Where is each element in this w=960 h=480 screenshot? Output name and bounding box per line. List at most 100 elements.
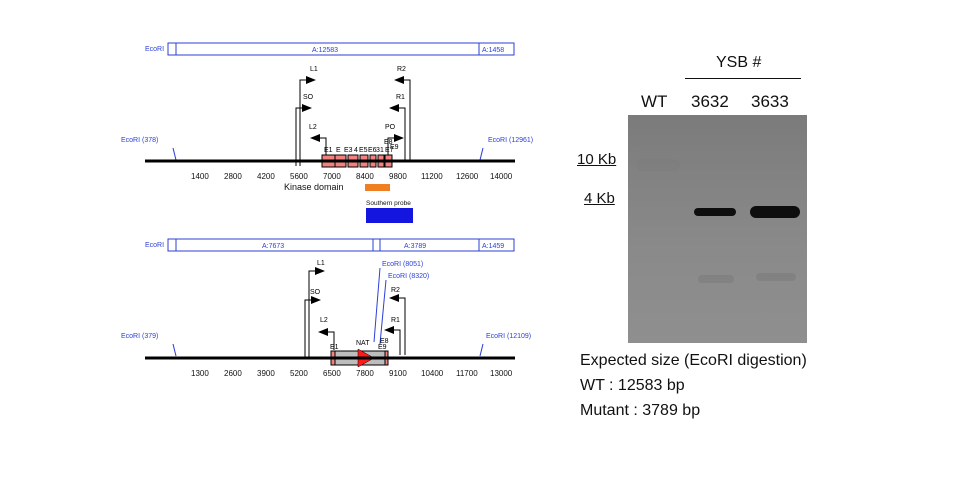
svg-text:SO: SO — [310, 289, 321, 296]
mut-ecori-mid2-line — [379, 279, 387, 345]
kinase-domain-label: Kinase domain — [284, 182, 344, 192]
svg-text:R1: R1 — [396, 94, 405, 101]
wt-primer-l2: L2 — [309, 124, 327, 155]
wt-primer-r1: R1 — [389, 94, 406, 160]
svg-text:2800: 2800 — [224, 172, 242, 181]
mut-fragment-a-label: A:7673 — [262, 243, 284, 250]
wt-fragment-a-label: A:12583 — [312, 47, 338, 54]
wt-exon-e8: E8 — [384, 139, 393, 146]
wt-exon-e3: E3 — [344, 147, 353, 154]
southern-blot-panel: YSB # WT 3632 3633 10 Kb 4 Kb Expected s… — [575, 40, 855, 440]
faint-band-3632 — [698, 275, 734, 283]
wt-ecori-right-label: EcoRI (12961) — [488, 137, 533, 144]
mut-exon-e9-label: E9 — [378, 344, 387, 351]
svg-text:10400: 10400 — [421, 369, 444, 378]
wt-ecori-right-mark — [479, 147, 484, 161]
marker-10kb: 10 Kb — [577, 151, 617, 168]
wt-exon-row: E1 E E3 4 E5 E6 3 1 E7 E8 E9 — [321, 139, 399, 168]
svg-text:1400: 1400 — [191, 172, 209, 181]
wt-exon-e5: E5 — [359, 147, 368, 154]
svg-text:11200: 11200 — [421, 172, 443, 181]
svg-text:L2: L2 — [320, 317, 328, 324]
wt-ecori-left-mark — [172, 147, 177, 161]
svg-text:14000: 14000 — [490, 172, 513, 181]
mut-fragment-box — [167, 238, 515, 252]
svg-text:7800: 7800 — [356, 369, 374, 378]
svg-text:R2: R2 — [391, 287, 400, 294]
wt-exon-e: E — [336, 147, 341, 154]
mut-ecori-left-label: EcoRI (379) — [121, 333, 158, 340]
svg-text:12600: 12600 — [456, 172, 479, 181]
svg-text:11700: 11700 — [456, 369, 478, 378]
mut-ticks: 1300 2600 3900 5200 6500 7800 9100 10400… — [191, 369, 513, 378]
svg-text:9800: 9800 — [389, 172, 407, 181]
svg-text:SO: SO — [303, 94, 314, 101]
caption-line-3: Mutant : 3789 bp — [580, 402, 701, 419]
svg-text:13000: 13000 — [490, 369, 513, 378]
mut-ecori-mid2-label: EcoRI (8320) — [388, 273, 429, 280]
wt-primer-po: PO — [385, 124, 404, 155]
wt-exon-e6: E6 — [368, 147, 377, 154]
southern-probe-bar — [366, 208, 413, 223]
wt-primer-r2: R2 — [394, 66, 411, 160]
mut-primer-r1: R1 — [384, 317, 401, 355]
wt-exon-4: 4 — [354, 147, 358, 154]
lane-label-wt: WT — [641, 92, 668, 111]
svg-text:2600: 2600 — [224, 369, 242, 378]
wt-ecori-left-label: EcoRI (378) — [121, 137, 158, 144]
southern-probe-label: Southern probe — [366, 200, 411, 207]
mut-exon-e1-label: E1 — [330, 344, 339, 351]
lane-label-3632: 3632 — [691, 92, 729, 111]
svg-text:R2: R2 — [397, 66, 406, 73]
wt-primer-l1: L1 — [299, 66, 318, 166]
wt-map: EcoRI A:12583 A:1458 L1 SO L2 R2 — [121, 42, 533, 223]
mut-ecori-right-label: EcoRI (12109) — [486, 333, 531, 340]
svg-text:5200: 5200 — [290, 369, 308, 378]
caption-line-1: Expected size (EcoRI digestion) — [580, 352, 807, 369]
svg-text:6500: 6500 — [323, 369, 341, 378]
mut-fragment-b-label: A:3789 — [404, 243, 426, 250]
svg-text:8400: 8400 — [356, 172, 374, 181]
mut-ecori-mid1-line — [373, 267, 381, 343]
wt-ladder-smear — [636, 159, 680, 171]
ysb-group-label: YSB # — [716, 54, 762, 71]
mut-ecori-mid1-label: EcoRI (8051) — [382, 261, 423, 268]
ysb-underline — [685, 78, 801, 79]
svg-text:PO: PO — [385, 124, 396, 131]
mut-primer-r2: R2 — [389, 287, 406, 355]
wt-ecori-top-label: EcoRI — [145, 46, 164, 53]
svg-text:7000: 7000 — [323, 172, 341, 181]
caption-line-2: WT : 12583 bp — [580, 377, 685, 394]
svg-text:L1: L1 — [317, 260, 325, 267]
mut-fragment-c-label: A:1459 — [482, 243, 504, 250]
svg-text:L2: L2 — [309, 124, 317, 131]
band-3632 — [694, 208, 736, 216]
wt-exon-3: 3 — [376, 147, 380, 154]
wt-exon-e7: E7 — [385, 147, 394, 154]
mut-ecori-top-label: EcoRI — [145, 242, 164, 249]
marker-4kb: 4 Kb — [584, 190, 615, 207]
lane-label-3633: 3633 — [751, 92, 789, 111]
wt-ticks: 1400 2800 4200 5600 7000 8400 9800 11200… — [191, 172, 513, 181]
wt-exon-1: 1 — [380, 147, 384, 154]
svg-text:5600: 5600 — [290, 172, 308, 181]
kinase-domain-bar — [365, 184, 390, 191]
svg-text:9100: 9100 — [389, 369, 407, 378]
mut-primer-so: SO — [304, 289, 321, 358]
mutant-map: EcoRI A:7673 A:3789 A:1459 EcoRI (8051) … — [121, 238, 531, 378]
svg-text:1300: 1300 — [191, 369, 209, 378]
svg-text:R1: R1 — [391, 317, 400, 324]
wt-primer-so: SO — [295, 94, 314, 166]
mut-primer-l1: L1 — [308, 260, 325, 358]
gel-image — [628, 115, 807, 343]
svg-text:L1: L1 — [310, 66, 318, 73]
wt-fragment-b-label: A:1458 — [482, 47, 504, 54]
faint-band-3633 — [756, 273, 796, 281]
wt-exon-e9: E9 — [390, 144, 399, 151]
svg-text:3900: 3900 — [257, 369, 275, 378]
nat-label: NAT — [356, 340, 370, 347]
wt-fragment-box — [167, 42, 515, 56]
band-3633 — [750, 206, 800, 218]
mut-exon-e8-label: E8 — [380, 338, 389, 345]
